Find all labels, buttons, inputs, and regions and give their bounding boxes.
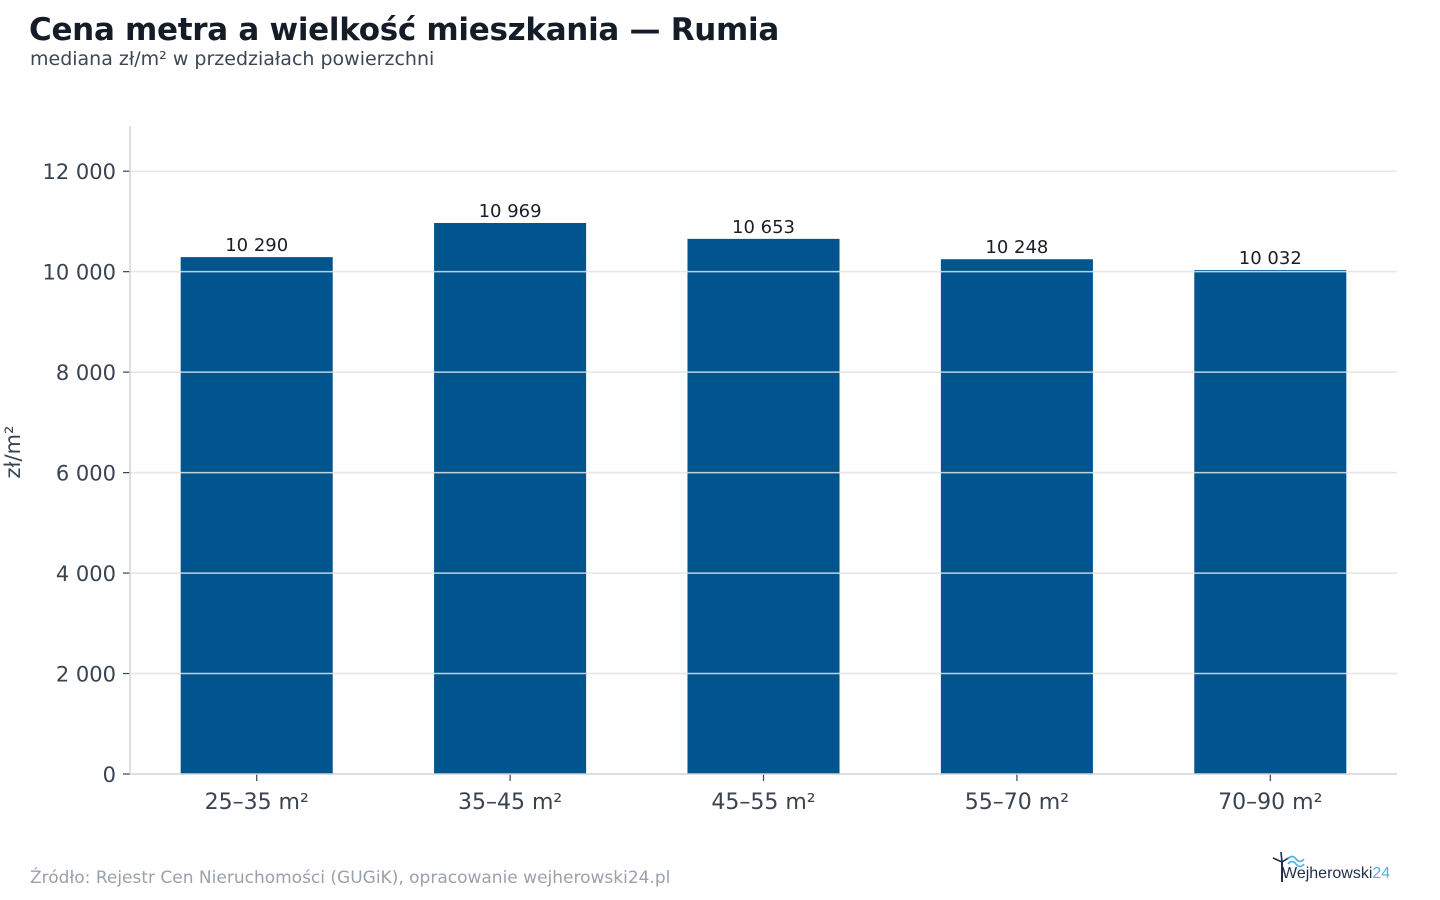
bars <box>130 170 1397 775</box>
logo-name: Wejherowski <box>1282 865 1373 882</box>
chart-subtitle: mediana zł/m² w przedziałach powierzchni <box>30 48 435 70</box>
data-label: 10 969 <box>479 201 542 222</box>
y-tick-label: 10 000 <box>43 261 116 285</box>
bar <box>180 257 333 775</box>
bar <box>434 222 587 774</box>
y-tick-label: 2 000 <box>56 663 116 687</box>
x-tick-label: 55–70 m² <box>965 790 1069 815</box>
y-tick-label: 6 000 <box>56 462 116 486</box>
y-tick-label: 0 <box>103 763 116 787</box>
y-tick-label: 12 000 <box>43 160 116 184</box>
logo-number: 24 <box>1372 865 1391 882</box>
chart-title: Cena metra a wielkość mieszkania — Rumia <box>29 12 779 48</box>
x-tick-label: 70–90 m² <box>1218 790 1322 815</box>
brand-logo: Wejherowski24 <box>1268 850 1413 890</box>
windmill-wave-icon <box>1272 851 1305 882</box>
data-label: 10 032 <box>1239 248 1302 269</box>
logo-wordmark: Wejherowski24 <box>1282 865 1390 883</box>
data-label: 10 248 <box>985 237 1048 258</box>
x-tick-label: 45–55 m² <box>711 790 815 815</box>
x-tick-label: 25–35 m² <box>205 790 309 815</box>
source-note: Źródło: Rejestr Cen Nieruchomości (GUGiK… <box>30 868 671 888</box>
data-label: 10 290 <box>225 235 288 256</box>
y-axis-title: zł/m² <box>1 426 25 479</box>
bar <box>940 259 1093 774</box>
y-tick-label: 8 000 <box>56 361 116 385</box>
x-tick-label: 35–45 m² <box>458 790 562 815</box>
bar <box>1194 270 1347 774</box>
data-label: 10 653 <box>732 217 795 238</box>
bar <box>687 238 840 774</box>
axes <box>123 126 1397 781</box>
y-tick-label: 4 000 <box>56 562 116 586</box>
labels: 0 2 000 4 000 6 000 8 000 10 000 12 000 10 290 2… <box>43 160 1323 815</box>
